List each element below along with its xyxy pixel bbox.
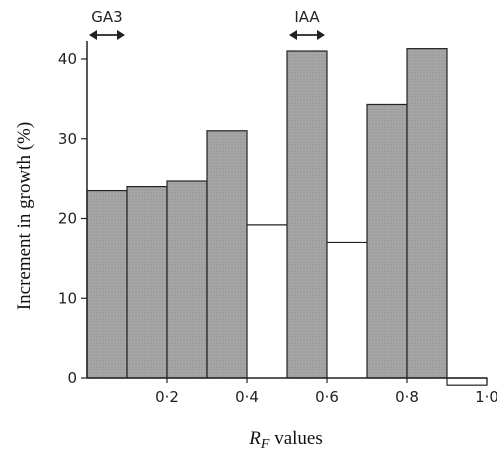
y-tick-label-30: 30: [58, 130, 77, 148]
bars-group: [86, 48, 488, 386]
bar-2: [126, 186, 168, 379]
bar-4: [206, 130, 248, 379]
marker-label-1: GA3: [91, 8, 122, 26]
y-tick-label-10: 10: [58, 289, 77, 307]
axes-group: 0 10 20 30 40 0·2 0·4 0·6 0·8 1·0: [58, 41, 497, 406]
marker-label-2: IAA: [294, 8, 320, 26]
marker-arrow-left-1: [89, 30, 97, 40]
marker-group: GA3 IAA: [89, 8, 325, 40]
x-tick-label-0: 0·2: [155, 388, 179, 406]
y-tick-label-20: 20: [58, 210, 77, 228]
bar-3: [166, 180, 208, 379]
bar-9: [406, 48, 448, 379]
marker-arrow-right-2: [317, 30, 325, 40]
x-tick-label-4: 1·0: [475, 388, 497, 406]
bar-10: [446, 377, 488, 386]
x-tick-label-2: 0·6: [315, 388, 339, 406]
y-tick-label-0: 0: [67, 369, 77, 387]
x-tick-label-3: 0·8: [395, 388, 419, 406]
x-axis-label-subscript: F: [260, 437, 270, 449]
marker-arrow-right-1: [117, 30, 125, 40]
bar-6: [286, 50, 328, 379]
marker-arrow-left-2: [289, 30, 297, 40]
y-tick-label-40: 40: [58, 50, 77, 68]
x-axis-label-italic: R: [248, 428, 261, 449]
bar-8: [366, 103, 408, 379]
y-axis-label: Increment in growth (%): [14, 122, 35, 310]
x-axis-label-rest: values: [269, 428, 322, 449]
bar-1: [86, 189, 128, 379]
x-axis-label: RF values: [248, 428, 322, 449]
x-tick-label-1: 0·4: [235, 388, 259, 406]
